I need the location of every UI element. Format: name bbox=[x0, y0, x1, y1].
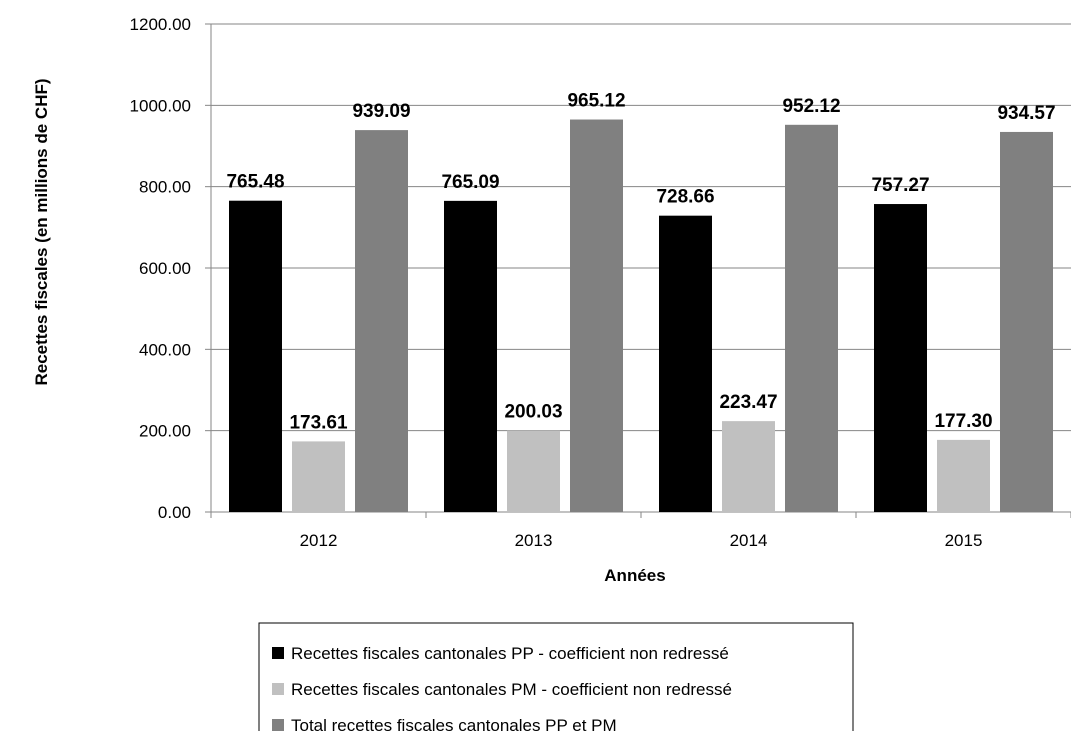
bar bbox=[570, 119, 623, 512]
bar bbox=[355, 130, 408, 512]
bar bbox=[1000, 131, 1053, 512]
bar bbox=[292, 441, 345, 512]
bar bbox=[444, 200, 497, 512]
data-label: 728.66 bbox=[656, 187, 714, 208]
y-tick-label: 1000.00 bbox=[130, 96, 191, 115]
data-label: 757.27 bbox=[871, 175, 929, 196]
x-tick-label: 2015 bbox=[945, 531, 983, 550]
bar bbox=[229, 200, 282, 512]
data-label: 223.47 bbox=[719, 392, 777, 413]
bar bbox=[937, 439, 990, 512]
data-label: 765.48 bbox=[226, 172, 284, 193]
axes bbox=[205, 23, 1071, 518]
y-tick-label: 600.00 bbox=[139, 259, 191, 278]
y-tick-label: 200.00 bbox=[139, 422, 191, 441]
data-label: 200.03 bbox=[504, 402, 562, 423]
legend-swatch bbox=[272, 683, 284, 695]
data-label: 177.30 bbox=[934, 411, 992, 432]
x-tick-label: 2013 bbox=[515, 531, 553, 550]
y-tick-label: 1200.00 bbox=[130, 15, 191, 34]
data-label: 173.61 bbox=[289, 412, 348, 433]
data-labels: 765.48 173.61 939.09 765.09 200.03 965.12 728.… bbox=[226, 91, 1055, 434]
legend: Recettes fiscales cantonales PP - coeffi… bbox=[258, 622, 854, 731]
x-tick-label: 2012 bbox=[300, 531, 338, 550]
data-label: 765.09 bbox=[441, 172, 499, 193]
x-tick-labels: 2012 2013 2014 2015 bbox=[300, 531, 983, 550]
y-tick-label: 800.00 bbox=[139, 178, 191, 197]
bar bbox=[874, 204, 927, 513]
data-label: 965.12 bbox=[567, 91, 625, 112]
legend-box bbox=[258, 622, 854, 731]
data-label: 952.12 bbox=[782, 96, 840, 117]
legend-label: Total recettes fiscales cantonales PP et… bbox=[291, 716, 617, 731]
bar bbox=[785, 124, 838, 512]
x-tick-label: 2014 bbox=[730, 531, 768, 550]
bar bbox=[507, 430, 560, 512]
legend-swatch bbox=[272, 647, 284, 659]
y-axis-title: Recettes fiscales (en millions de CHF) bbox=[32, 78, 51, 385]
y-tick-label: 400.00 bbox=[139, 340, 191, 359]
bars bbox=[229, 119, 1053, 513]
gridlines bbox=[211, 23, 1071, 432]
bar bbox=[722, 421, 775, 512]
y-tick-label: 0.00 bbox=[158, 503, 191, 522]
legend-label: Recettes fiscales cantonales PM - coeffi… bbox=[291, 680, 732, 699]
legend-label: Recettes fiscales cantonales PP - coeffi… bbox=[291, 644, 729, 663]
bar bbox=[659, 215, 712, 512]
data-label: 939.09 bbox=[352, 101, 410, 122]
legend-swatch bbox=[272, 719, 284, 731]
y-tick-labels: 0.00 200.00 400.00 600.00 800.00 1000.00 1200.… bbox=[130, 15, 191, 522]
x-axis-title: Années bbox=[604, 566, 665, 585]
data-label: 934.57 bbox=[997, 103, 1055, 124]
